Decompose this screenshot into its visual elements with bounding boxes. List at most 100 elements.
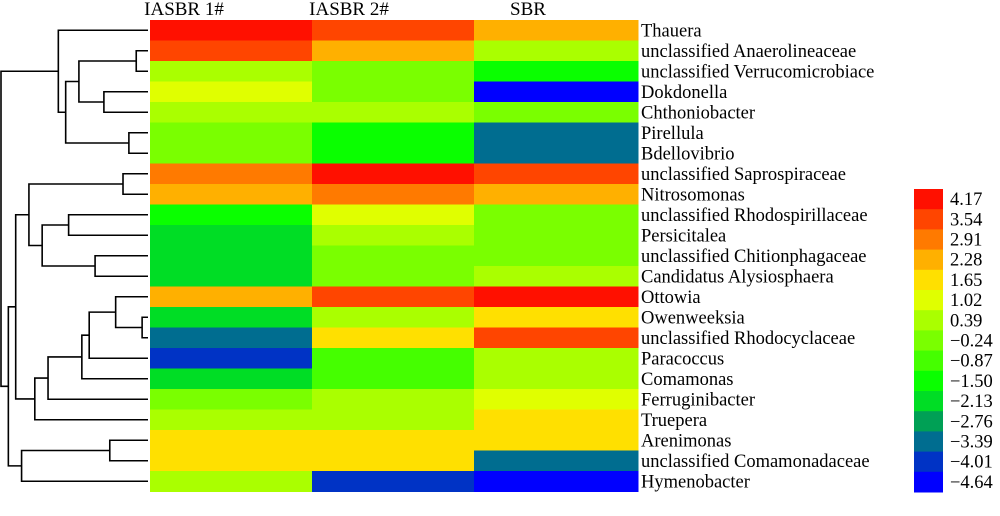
heatmap-cell <box>474 163 639 185</box>
heatmap-cell <box>150 409 313 431</box>
heatmap-cell <box>150 327 313 349</box>
heatmap-cell <box>474 348 639 369</box>
heatmap-cell <box>150 245 313 267</box>
column-header-sbr: SBR <box>510 0 546 20</box>
heatmap-cell <box>474 327 639 349</box>
row-label: Persicitalea <box>641 226 726 246</box>
dendrogram-branch <box>108 439 148 462</box>
row-label: unclassified Rhodocyclaceae <box>641 329 855 349</box>
heatmap-cell <box>150 286 313 308</box>
heatmap-cell <box>474 368 639 390</box>
heatmap-cell <box>474 225 639 246</box>
heatmap-cell <box>150 61 313 82</box>
dendrogram-branch <box>128 131 148 155</box>
row-label: Dokdonella <box>641 83 727 103</box>
legend-label: 0.39 <box>950 311 982 331</box>
heatmap-cell <box>474 122 639 144</box>
row-label: Hymenobacter <box>641 472 750 492</box>
legend-swatch <box>914 350 943 372</box>
legend-swatch <box>914 229 943 251</box>
legend-label: 3.54 <box>950 210 982 230</box>
heatmap-cell <box>312 122 475 144</box>
heatmap-cell <box>312 327 475 349</box>
dendrogram-branch <box>81 334 148 380</box>
heatmap-cell <box>474 409 639 431</box>
heatmap-cell <box>150 40 313 62</box>
heatmap-cell <box>150 102 313 123</box>
legend-swatch <box>914 249 943 271</box>
heatmap-cell <box>312 266 475 287</box>
row-label: unclassified Chitionphagaceae <box>641 247 867 267</box>
heatmap-cell <box>474 286 639 308</box>
row-label: Ferruginibacter <box>641 390 755 410</box>
heatmap-cell <box>474 102 639 123</box>
legend-swatch <box>914 370 943 392</box>
heatmap-cell <box>150 266 313 287</box>
dendrogram-branch <box>94 254 148 278</box>
row-label: Pirellula <box>641 124 704 144</box>
heatmap-cell <box>312 245 475 267</box>
heatmap-cell <box>150 450 313 472</box>
row-label: Arenimonas <box>641 431 731 451</box>
heatmap-cell <box>312 20 475 41</box>
legend-label: 1.02 <box>950 291 982 311</box>
row-label: unclassified Rhodospirillaceae <box>641 206 868 226</box>
heatmap-cell <box>312 307 475 328</box>
legend-swatch <box>914 310 943 331</box>
column-headers: IASBR 1# IASBR 2# SBR <box>144 0 546 20</box>
heatmap-cell <box>474 61 639 82</box>
heatmap-cell <box>312 409 475 431</box>
heatmap-cell <box>474 266 639 287</box>
legend-label: 2.91 <box>950 231 982 251</box>
heatmap-cell <box>150 389 313 410</box>
row-label: Nitrosomonas <box>641 185 745 205</box>
column-header-iasbr2: IASBR 2# <box>309 0 389 20</box>
heatmap-cell <box>312 389 475 410</box>
heatmap-cell <box>150 163 313 185</box>
row-label: unclassified Verrucomicrobiace <box>641 62 874 82</box>
legend-label: 2.28 <box>950 251 982 271</box>
legend-label: 4.17 <box>950 190 982 210</box>
legend-label: −4.64 <box>950 473 993 493</box>
heatmap-cell <box>312 163 475 185</box>
heatmap-cell <box>474 143 639 164</box>
heatmap-cell <box>474 204 639 226</box>
legend-swatch <box>914 189 943 210</box>
heatmap-cell <box>474 81 639 103</box>
heatmap-cell <box>150 225 313 246</box>
heatmap-cell <box>312 286 475 308</box>
heatmap-cell <box>312 204 475 226</box>
legend-swatch <box>914 431 943 453</box>
heatmap-cell <box>312 61 475 82</box>
dendrogram-branch <box>14 213 35 400</box>
dendrogram-branch <box>122 172 148 196</box>
heatmap-cell <box>474 471 639 492</box>
heatmap-cell <box>150 471 313 492</box>
dendrogram-branch <box>141 316 148 339</box>
heatmap-cell <box>312 143 475 164</box>
legend-label: −0.24 <box>950 332 993 352</box>
legend-label: −3.39 <box>950 433 993 453</box>
legend-swatch <box>914 269 943 291</box>
column-header-iasbr1: IASBR 1# <box>144 0 224 20</box>
dendrogram-branch <box>88 311 148 360</box>
heatmap-cell <box>474 430 639 451</box>
dendrogram-branch <box>78 60 137 103</box>
legend-label: −4.01 <box>950 453 993 473</box>
heatmap-cell <box>312 368 475 390</box>
row-label: Comamonas <box>641 370 734 390</box>
heatmap-cell <box>150 430 313 451</box>
heatmap-cell <box>312 225 475 246</box>
dendrogram-branch <box>0 70 59 388</box>
heatmap-cell <box>150 307 313 328</box>
heatmap-cell <box>150 143 313 164</box>
heatmap-cell <box>312 184 475 205</box>
legend-label: −0.87 <box>950 352 993 372</box>
heatmap-cell <box>312 40 475 62</box>
row-label: unclassified Saprospiraceae <box>641 165 846 185</box>
legend-swatch <box>914 209 943 230</box>
legend-swatch <box>914 330 943 352</box>
row-label: Paracoccus <box>641 349 724 369</box>
heatmap-cell <box>150 348 313 369</box>
